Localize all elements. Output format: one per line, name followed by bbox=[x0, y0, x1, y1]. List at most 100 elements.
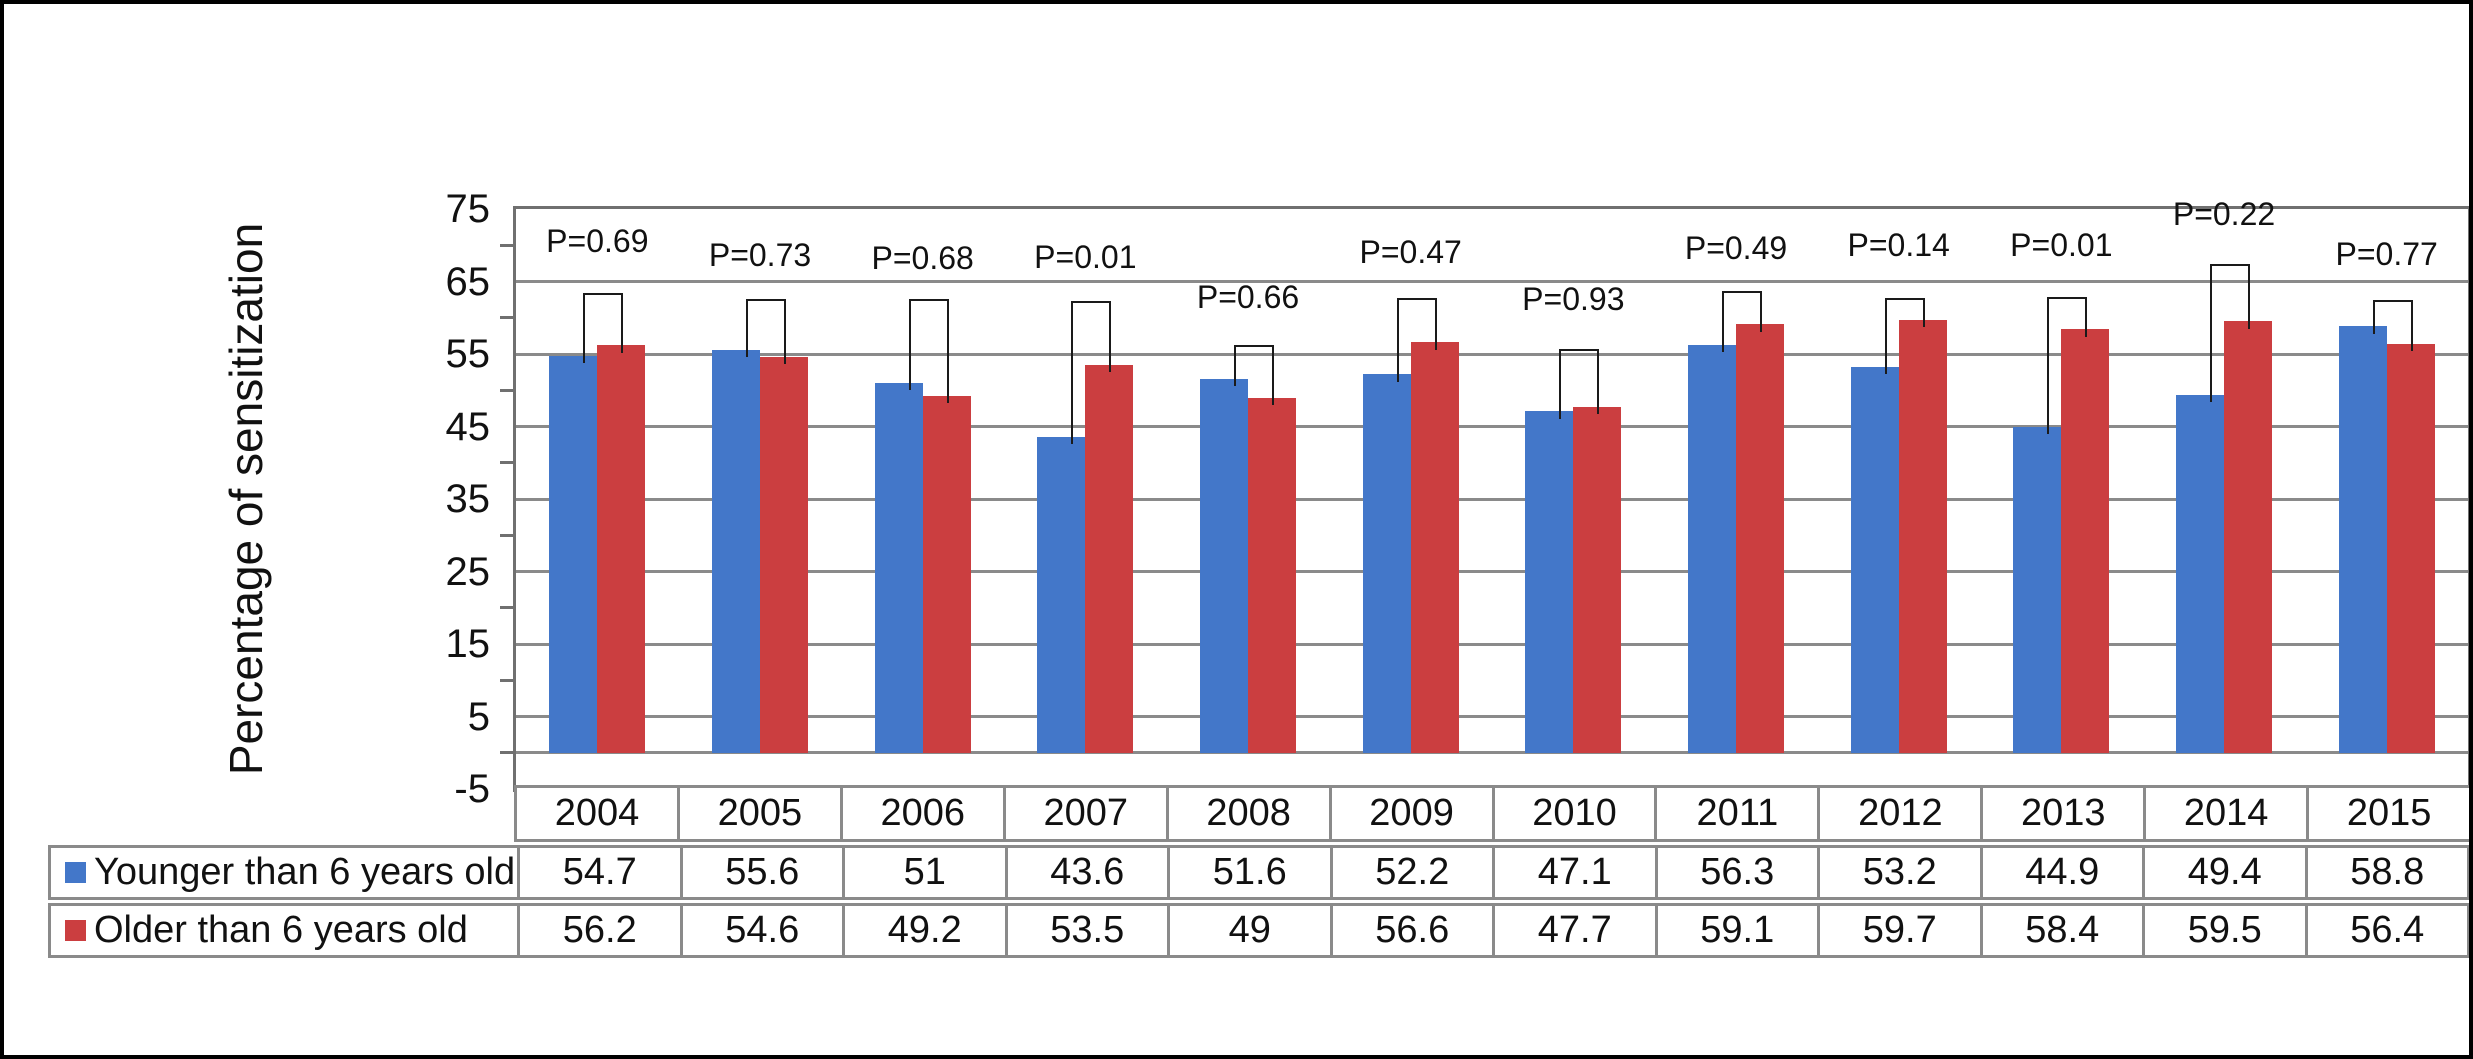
bar-younger-2007 bbox=[1037, 436, 1086, 753]
value-younger-2012: 53.2 bbox=[1817, 848, 1980, 897]
y-tick-label-5: 5 bbox=[467, 694, 490, 739]
value-younger-2007: 43.6 bbox=[1004, 848, 1168, 897]
bar-older-2009 bbox=[1410, 342, 1459, 753]
y-tick-label-65: 65 bbox=[445, 259, 491, 304]
gridline-65 bbox=[516, 280, 2468, 283]
value-younger-2015: 58.8 bbox=[2304, 848, 2468, 897]
sig-bracket-top-2008 bbox=[1234, 345, 1274, 348]
y-tick-label-35: 35 bbox=[445, 477, 491, 521]
older-series-swatch-icon bbox=[65, 920, 86, 941]
p-value-2009: P=0.47 bbox=[1359, 233, 1462, 270]
younger-series-swatch-icon bbox=[65, 862, 86, 883]
bar-younger-2013 bbox=[2013, 427, 2062, 753]
p-value-2011: P=0.49 bbox=[1684, 230, 1788, 267]
bar-older-2005 bbox=[760, 356, 808, 753]
value-older-2010: 47.7 bbox=[1492, 906, 1655, 955]
gridline-35 bbox=[516, 497, 2468, 501]
bar-younger-2009 bbox=[1362, 374, 1411, 753]
bar-older-2014 bbox=[2224, 321, 2272, 753]
year-header-2014: 2014 bbox=[2143, 788, 2306, 839]
value-older-2014: 59.5 bbox=[2142, 906, 2305, 955]
y-minor-tick-70 bbox=[500, 243, 513, 247]
sig-bracket-right-2009 bbox=[1434, 298, 1437, 350]
bar-younger-2008 bbox=[1200, 378, 1248, 753]
value-older-2008: 49 bbox=[1167, 906, 1330, 955]
value-older-2005: 54.6 bbox=[679, 906, 843, 955]
y-minor-tick-10 bbox=[500, 678, 513, 682]
sig-bracket-top-2004 bbox=[583, 292, 624, 295]
legend-younger: Younger than 6 years old bbox=[51, 848, 517, 897]
series-name-label: Younger than 6 years old bbox=[94, 851, 516, 893]
bar-older-2015 bbox=[2386, 343, 2435, 753]
chart-canvas: Percentage of sensitization 75 65 55 45 35 25… bbox=[4, 4, 2469, 1055]
value-younger-2005: 55.6 bbox=[679, 848, 843, 897]
sig-bracket-left-2014 bbox=[2210, 264, 2212, 402]
value-older-2007: 53.5 bbox=[1004, 906, 1168, 955]
value-younger-2010: 47.1 bbox=[1492, 848, 1655, 897]
bar-younger-2004 bbox=[549, 356, 598, 753]
year-header-2013: 2013 bbox=[1980, 788, 2143, 839]
gridline-15 bbox=[516, 642, 2468, 646]
sig-bracket-left-2006 bbox=[908, 300, 911, 391]
sig-bracket-left-2015 bbox=[2372, 301, 2375, 334]
bar-older-2010 bbox=[1573, 406, 1622, 753]
sig-bracket-top-2006 bbox=[908, 299, 949, 302]
y-tick-label-45: 45 bbox=[445, 404, 491, 449]
y-minor-tick-30 bbox=[500, 533, 513, 537]
sig-bracket-right-2007 bbox=[1109, 301, 1112, 373]
sig-bracket-top-2013 bbox=[2047, 297, 2088, 300]
year-header-2011: 2011 bbox=[1654, 788, 1817, 839]
sig-bracket-top-2012 bbox=[1884, 297, 1925, 300]
sig-bracket-right-2006 bbox=[946, 300, 949, 404]
p-value-2012: P=0.14 bbox=[1847, 227, 1950, 264]
sig-bracket-right-2008 bbox=[1272, 346, 1274, 405]
sig-bracket-top-2015 bbox=[2372, 300, 2413, 303]
p-value-2015: P=0.77 bbox=[2335, 235, 2438, 272]
y-minor-tick-20 bbox=[500, 606, 513, 610]
value-older-2011: 59.1 bbox=[1654, 906, 1818, 955]
y-axis-title: Percentage of sensitization bbox=[220, 222, 272, 776]
value-older-2012: 59.7 bbox=[1817, 906, 1980, 955]
p-value-2010: P=0.93 bbox=[1522, 280, 1625, 317]
sig-bracket-left-2012 bbox=[1884, 298, 1887, 375]
year-header-2007: 2007 bbox=[1002, 788, 1166, 839]
table-row-years: 2004 2005 2006 2007 2008 2009 2010 2011 2012 2013… bbox=[514, 785, 2469, 842]
bar-older-2008 bbox=[1248, 397, 1296, 753]
sig-bracket-top-2007 bbox=[1071, 300, 1112, 303]
table-row-younger: Younger than 6 years old 54.7 55.6 51 43.6 51… bbox=[48, 845, 2469, 900]
sig-bracket-left-2009 bbox=[1396, 298, 1399, 382]
value-older-2013: 58.4 bbox=[1979, 906, 2143, 955]
bar-older-2007 bbox=[1085, 364, 1134, 753]
y-minor-tick-40 bbox=[500, 461, 513, 465]
sig-bracket-right-2014 bbox=[2248, 264, 2250, 329]
y-tick-label-55: 55 bbox=[445, 332, 491, 376]
sig-bracket-right-2012 bbox=[1922, 298, 1925, 328]
p-value-2008: P=0.66 bbox=[1196, 279, 1300, 316]
bar-younger-2011 bbox=[1688, 344, 1736, 753]
series-name-label: Older than 6 years old bbox=[94, 909, 468, 951]
p-value-2007: P=0.01 bbox=[1034, 238, 1137, 275]
year-header-2006: 2006 bbox=[839, 788, 1003, 839]
bar-younger-2014 bbox=[2176, 394, 2224, 753]
sig-bracket-left-2011 bbox=[1722, 291, 1724, 352]
year-header-2015: 2015 bbox=[2306, 788, 2469, 839]
legend-older: Older than 6 years old bbox=[51, 906, 517, 955]
value-younger-2004: 54.7 bbox=[517, 848, 680, 897]
sig-bracket-left-2013 bbox=[2047, 298, 2050, 435]
sig-bracket-top-2010 bbox=[1559, 348, 1600, 351]
y-tick-label-75: 75 bbox=[445, 187, 491, 231]
bar-younger-2012 bbox=[1850, 367, 1899, 753]
value-younger-2008: 51.6 bbox=[1167, 848, 1330, 897]
y-minor-tick-0 bbox=[500, 751, 513, 755]
year-header-2005: 2005 bbox=[676, 788, 840, 839]
p-value-2005: P=0.73 bbox=[708, 237, 812, 274]
bar-older-2006 bbox=[922, 396, 971, 753]
p-value-2006: P=0.68 bbox=[871, 239, 974, 276]
p-value-2014: P=0.22 bbox=[2172, 196, 2276, 233]
p-value-2004: P=0.69 bbox=[546, 222, 649, 259]
y-minor-tick-50 bbox=[500, 388, 513, 392]
sig-bracket-top-2009 bbox=[1396, 297, 1437, 300]
bar-younger-2015 bbox=[2338, 326, 2387, 753]
year-header-2004: 2004 bbox=[554, 792, 640, 834]
